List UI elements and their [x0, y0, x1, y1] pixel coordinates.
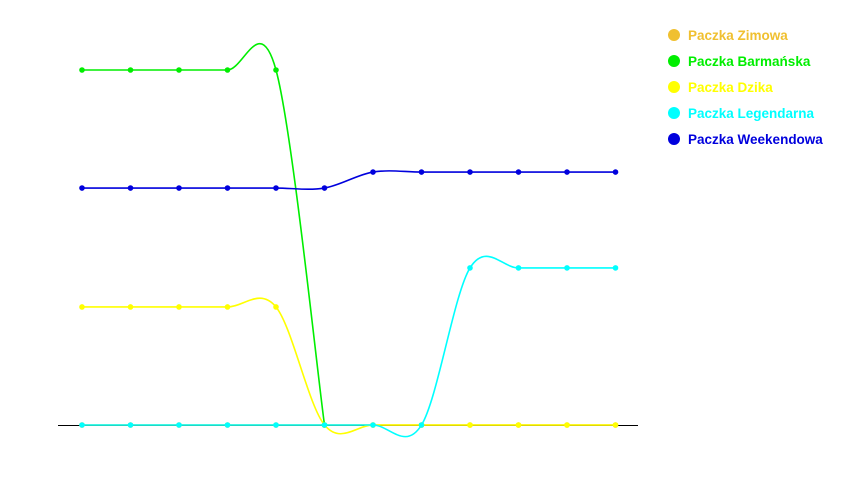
data-point-paczka-weekendowa[interactable]	[370, 169, 376, 175]
series-line-paczka-weekendowa	[82, 170, 616, 191]
legend-marker	[668, 55, 680, 67]
data-point-paczka-legendarna[interactable]	[418, 422, 425, 428]
data-point-paczka-legendarna[interactable]	[370, 422, 376, 428]
data-point-paczka-legendarna[interactable]	[467, 265, 473, 271]
legend-label: Paczka Weekendowa	[688, 131, 823, 147]
data-point-paczka-dzika[interactable]	[467, 422, 473, 428]
data-point-paczka-weekendowa[interactable]	[176, 185, 182, 191]
series-line-paczka-dzika	[81, 297, 616, 435]
legend-marker	[668, 107, 680, 119]
series-line-paczka-legendarna	[81, 255, 616, 438]
legend-item-paczka-weekendowa[interactable]: Paczka Weekendowa	[668, 126, 823, 152]
legend-label: Paczka Zimowa	[688, 27, 788, 43]
data-point-paczka-barma-ska[interactable]	[79, 67, 85, 73]
data-point-paczka-weekendowa[interactable]	[418, 169, 425, 175]
legend-item-paczka-zimowa[interactable]: Paczka Zimowa	[668, 22, 823, 48]
data-point-paczka-barma-ska[interactable]	[127, 67, 134, 73]
data-point-paczka-dzika[interactable]	[612, 422, 619, 428]
legend-label: Paczka Legendarna	[688, 105, 815, 121]
data-point-paczka-dzika[interactable]	[127, 304, 134, 310]
data-point-paczka-weekendowa[interactable]	[79, 185, 85, 191]
data-point-paczka-weekendowa[interactable]	[224, 185, 231, 191]
data-point-paczka-barma-ska[interactable]	[273, 67, 279, 73]
data-point-paczka-legendarna[interactable]	[127, 422, 134, 428]
legend: Paczka Zimowa Paczka Barmańska Paczka Dzik…	[668, 22, 823, 152]
data-point-paczka-legendarna[interactable]	[224, 422, 231, 428]
data-point-paczka-barma-ska[interactable]	[176, 67, 182, 73]
data-point-paczka-weekendowa[interactable]	[515, 169, 522, 175]
data-point-paczka-weekendowa[interactable]	[467, 169, 473, 175]
legend-label: Paczka Barmańska	[688, 53, 811, 69]
legend-marker	[668, 81, 680, 93]
data-point-paczka-weekendowa[interactable]	[564, 169, 570, 175]
data-point-paczka-weekendowa[interactable]	[612, 169, 619, 175]
data-point-paczka-dzika[interactable]	[273, 304, 279, 310]
data-point-paczka-legendarna[interactable]	[176, 422, 182, 428]
data-point-paczka-weekendowa[interactable]	[321, 185, 328, 191]
data-point-paczka-legendarna[interactable]	[273, 422, 279, 428]
data-point-paczka-barma-ska[interactable]	[224, 67, 231, 73]
legend-marker	[668, 133, 680, 145]
data-point-paczka-dzika[interactable]	[79, 304, 85, 310]
legend-item-paczka-legendarna[interactable]: Paczka Legendarna	[668, 100, 823, 126]
data-point-paczka-dzika[interactable]	[515, 422, 522, 428]
data-point-paczka-weekendowa[interactable]	[127, 185, 134, 191]
legend-marker	[668, 29, 680, 41]
legend-label: Paczka Dzika	[688, 79, 773, 95]
legend-item-paczka-dzika[interactable]: Paczka Dzika	[668, 74, 823, 100]
data-point-paczka-dzika[interactable]	[224, 304, 231, 310]
data-point-paczka-weekendowa[interactable]	[273, 185, 279, 191]
legend-item-paczka-barma-ska[interactable]: Paczka Barmańska	[668, 48, 823, 74]
data-point-paczka-legendarna[interactable]	[612, 265, 619, 271]
data-point-paczka-dzika[interactable]	[176, 304, 182, 310]
data-point-paczka-legendarna[interactable]	[321, 422, 328, 428]
data-point-paczka-legendarna[interactable]	[564, 265, 570, 271]
series-line-paczka-barma-ska	[82, 42, 326, 426]
data-point-paczka-legendarna[interactable]	[79, 422, 85, 428]
data-point-paczka-dzika[interactable]	[564, 422, 570, 428]
data-point-paczka-legendarna[interactable]	[515, 265, 522, 271]
